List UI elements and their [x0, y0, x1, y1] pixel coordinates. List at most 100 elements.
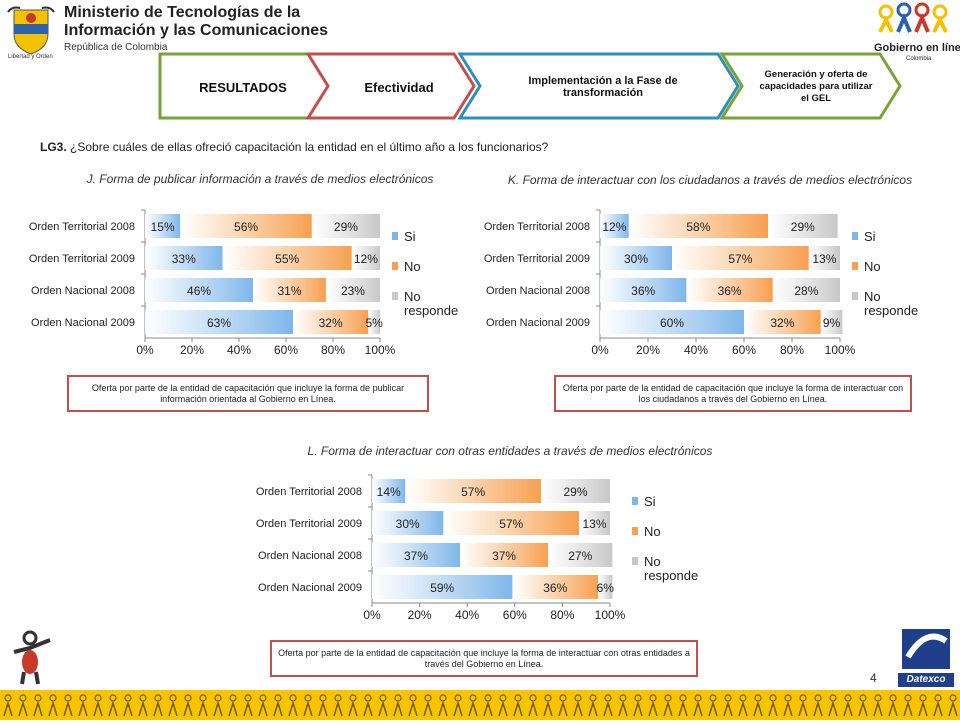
legend-label-si: Si [404, 229, 416, 244]
person-glyph [903, 694, 913, 717]
person-glyph [138, 694, 148, 717]
nav-step-resultados[interactable]: RESULTADOS [199, 79, 287, 95]
data-label-no: 56% [234, 220, 258, 234]
person-glyph [768, 694, 778, 717]
data-label-no: 32% [770, 316, 794, 330]
data-label-no: 36% [718, 284, 742, 298]
data-label-si: 36% [631, 284, 655, 298]
bar-no-responde [311, 214, 380, 238]
x-tick-label: 60% [503, 608, 527, 622]
bar-si [372, 511, 444, 535]
bar-si [372, 575, 513, 599]
seal-motto: Libertad y Orden [8, 54, 53, 60]
category-label: Orden Nacional 2009 [31, 317, 135, 329]
legend-label-si: Si [864, 229, 876, 244]
person-glyph [888, 694, 898, 717]
bar-no-responde [820, 310, 843, 334]
chart-k-note: Oferta por parte de la entidad de capaci… [554, 375, 912, 412]
x-tick-label: 40% [227, 343, 251, 357]
bar-no-responde [772, 278, 840, 302]
bar-no-responde [548, 543, 613, 567]
x-tick-label: 20% [636, 343, 660, 357]
legend-label-no-responde-line2: responde [644, 568, 698, 583]
legend-label-no-responde: No [864, 289, 881, 304]
x-tick-label: 100% [825, 343, 856, 357]
data-label-si: 30% [624, 252, 648, 266]
category-label: Orden Nacional 2009 [258, 582, 362, 594]
data-label-si: 63% [207, 316, 231, 330]
bar-no [405, 479, 541, 503]
person-glyph [933, 694, 943, 717]
bar-no [672, 246, 809, 270]
data-label-si: 15% [151, 220, 175, 234]
legend-swatch-no [392, 262, 398, 270]
person-glyph [648, 694, 658, 717]
question-body: ¿Sobre cuáles de ellas ofreció capacitac… [70, 140, 549, 154]
data-label-no-responde: 12% [354, 252, 378, 266]
bar-si [145, 214, 181, 238]
data-label-no-responde: 29% [563, 485, 587, 499]
datexco-brand: Datexco [898, 673, 954, 687]
legend-swatch-no [632, 527, 638, 535]
bar-no [628, 214, 768, 238]
category-label: Orden Nacional 2009 [486, 317, 590, 329]
data-label-no-responde: 27% [568, 549, 592, 563]
data-label-no: 32% [319, 316, 343, 330]
nav-step-implementacion[interactable]: Implementación a la Fase de transformaci… [528, 75, 678, 99]
people-figures-icon [878, 2, 948, 33]
footer-people-strip [0, 690, 960, 720]
person-figure-icon [13, 630, 51, 685]
data-label-no: 36% [543, 581, 567, 595]
category-label: Orden Territorial 2008 [256, 486, 362, 498]
people-pattern-icon [3, 694, 958, 717]
data-label-si: 30% [396, 517, 420, 531]
category-label: Orden Nacional 2008 [486, 285, 590, 297]
x-tick-label: 100% [365, 343, 396, 357]
legend-swatch-si [392, 232, 398, 240]
bar-no-responde [808, 246, 840, 270]
person-glyph [783, 694, 793, 717]
person-glyph [663, 694, 673, 717]
data-label-no: 57% [728, 252, 752, 266]
person-glyph [543, 694, 553, 717]
person-glyph [588, 694, 598, 717]
bar-no [443, 511, 580, 535]
legend-swatch-no [852, 262, 858, 270]
person-glyph [198, 694, 208, 717]
person-glyph [558, 694, 568, 717]
person-glyph [258, 694, 268, 717]
person-glyph [18, 694, 28, 717]
process-navigation: RESULTADOS Efectividad Implementación a … [158, 52, 903, 122]
data-label-no-responde: 23% [341, 284, 365, 298]
data-label-no-responde: 29% [334, 220, 358, 234]
person-glyph [723, 694, 733, 717]
data-label-si: 12% [602, 220, 626, 234]
bar-no-responde [351, 246, 380, 270]
data-label-si: 14% [377, 485, 401, 499]
data-label-no: 58% [686, 220, 710, 234]
question-text: LG3. ¿Sobre cuáles de ellas ofreció capa… [40, 140, 740, 154]
bar-no [460, 543, 549, 567]
person-glyph [273, 694, 283, 717]
bar-no-responde [368, 310, 380, 334]
nav-step-efectividad[interactable]: Efectividad [364, 79, 434, 95]
datexco-emblem-icon [902, 629, 950, 669]
chart-k-title: K. Forma de interactuar con los ciudadan… [507, 173, 913, 187]
bar-no-responde [540, 479, 610, 503]
category-label: Orden Territorial 2008 [29, 221, 135, 233]
chart-j-note: Oferta por parte de la entidad de capaci… [67, 375, 429, 412]
x-tick-label: 80% [321, 343, 345, 357]
category-label: Orden Territorial 2009 [29, 253, 135, 265]
data-label-no: 57% [461, 485, 485, 499]
person-glyph [483, 694, 493, 717]
person-glyph [498, 694, 508, 717]
data-label-no-responde: 5% [365, 316, 383, 330]
ministry-logo: Libertad y Orden Ministerio de Tecnologí… [6, 4, 328, 64]
page-number: 4 [870, 671, 877, 685]
bar-no-responde [325, 278, 380, 302]
gel-logo-text: Gobierno en línea [874, 42, 960, 54]
person-glyph [168, 694, 178, 717]
chart-k: 0% 20% 40% 60% 80% 100%Orden Territorial 2008… [484, 209, 918, 357]
person-glyph [468, 694, 478, 717]
nav-step-generacion[interactable]: Generación y oferta de capacidades para … [759, 69, 873, 104]
